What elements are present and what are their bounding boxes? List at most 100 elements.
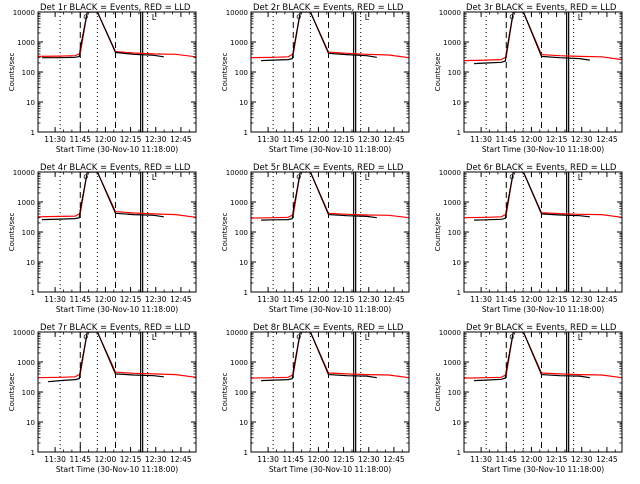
series-group — [251, 12, 409, 62]
events-series-line — [42, 12, 164, 59]
y-tick-label: 1000 — [230, 39, 248, 47]
x-axis-label: Start Time (30-Nov-10 11:18:00) — [482, 305, 604, 314]
x-tick-label: 12:00 — [521, 455, 543, 464]
y-tick-label: 100 — [448, 229, 461, 237]
x-axis-label: Start Time (30-Nov-10 11:18:00) — [56, 465, 178, 474]
events-series-line — [261, 172, 377, 221]
y-axis-label: Counts/sec — [8, 53, 16, 92]
chart-title: Det 8r BLACK = Events, RED = LLD — [253, 323, 404, 333]
plot-frame — [463, 171, 623, 293]
x-tick-label: 12:15 — [546, 295, 568, 304]
circle-marker-symbol: o — [509, 12, 514, 21]
plot-frame — [37, 331, 197, 453]
events-series-line — [48, 332, 164, 383]
y-tick-label: 1 — [457, 129, 461, 137]
y-tick-label: 1 — [31, 289, 35, 297]
chart-title: Det 2r BLACK = Events, RED = LLD — [253, 3, 404, 13]
bracket-marker-symbol: L — [578, 173, 583, 182]
chart-title: Det 1r BLACK = Events, RED = LLD — [40, 3, 191, 13]
x-tick-label: 12:45 — [170, 135, 192, 144]
x-tick-label: 12:45 — [383, 295, 405, 304]
series-group — [251, 332, 409, 382]
x-tick-label: 11:30 — [470, 295, 492, 304]
y-tick-label: 10000 — [439, 9, 461, 17]
y-tick-label: 10000 — [439, 169, 461, 177]
x-tick-label: 12:45 — [383, 455, 405, 464]
y-tick-label: 10 — [452, 99, 461, 107]
x-tick-label: 12:30 — [571, 295, 593, 304]
lld-series-line — [38, 172, 196, 218]
x-axis-label: Start Time (30-Nov-10 11:18:00) — [482, 465, 604, 474]
x-tick-label: 12:30 — [571, 455, 593, 464]
x-axis-label: Start Time (30-Nov-10 11:18:00) — [56, 305, 178, 314]
x-axis-label: Start Time (30-Nov-10 11:18:00) — [56, 145, 178, 154]
y-tick-label: 100 — [235, 69, 248, 77]
x-tick-label: 12:30 — [571, 135, 593, 144]
y-tick-label: 10 — [239, 99, 248, 107]
y-axis-label: Counts/sec — [8, 213, 16, 252]
y-tick-label: 1000 — [443, 359, 461, 367]
y-axis-label: Counts/sec — [434, 213, 442, 252]
x-tick-label: 12:45 — [170, 455, 192, 464]
plot-frame — [250, 331, 410, 453]
y-tick-label: 10000 — [226, 169, 248, 177]
x-tick-label: 11:30 — [257, 455, 279, 464]
bracket-marker-symbol: L — [365, 333, 370, 342]
chart-det-5: Det 5r BLACK = Events, RED = LLD 1 10 100 10… — [221, 163, 410, 314]
x-tick-label: 12:15 — [120, 135, 142, 144]
x-tick-label: 12:30 — [145, 455, 167, 464]
y-axis-label: Counts/sec — [221, 373, 229, 412]
series-group — [38, 12, 196, 59]
y-tick-label: 1 — [244, 129, 248, 137]
lld-series-line — [38, 332, 196, 379]
chart-title: Det 9r BLACK = Events, RED = LLD — [466, 323, 617, 333]
plot-frame — [463, 11, 623, 133]
y-tick-label: 1000 — [17, 359, 35, 367]
y-tick-label: 100 — [448, 389, 461, 397]
y-axis-label: Counts/sec — [434, 373, 442, 412]
circle-marker-symbol: o — [509, 172, 514, 181]
x-tick-label: 11:45 — [282, 135, 304, 144]
x-tick-label: 12:45 — [170, 295, 192, 304]
x-axis-label: Start Time (30-Nov-10 11:18:00) — [269, 305, 391, 314]
x-tick-label: 11:45 — [282, 295, 304, 304]
y-tick-label: 10000 — [226, 329, 248, 337]
lld-series-line — [251, 12, 409, 59]
lld-series-line — [38, 12, 196, 58]
y-tick-label: 10000 — [13, 169, 35, 177]
lld-series-line — [251, 172, 409, 219]
y-axis-label: Counts/sec — [221, 53, 229, 92]
events-series-line — [474, 12, 590, 65]
bracket-marker-symbol: L — [152, 173, 157, 182]
chart-title: Det 7r BLACK = Events, RED = LLD — [40, 323, 191, 333]
x-tick-label: 11:30 — [257, 135, 279, 144]
circle-marker-symbol: o — [83, 12, 88, 21]
x-tick-label: 12:15 — [333, 135, 355, 144]
plot-frame — [463, 331, 623, 453]
y-tick-label: 1000 — [17, 199, 35, 207]
x-tick-label: 12:00 — [308, 455, 330, 464]
x-tick-label: 11:45 — [69, 455, 91, 464]
chart-det-1: Det 1r BLACK = Events, RED = LLD 1 10 100 10… — [8, 3, 197, 154]
bracket-marker-symbol: L — [152, 333, 157, 342]
x-tick-label: 11:30 — [44, 295, 66, 304]
x-tick-label: 12:00 — [521, 135, 543, 144]
y-tick-label: 10 — [26, 259, 35, 267]
x-axis-label: Start Time (30-Nov-10 11:18:00) — [269, 145, 391, 154]
x-tick-label: 11:30 — [257, 295, 279, 304]
y-tick-label: 1000 — [17, 39, 35, 47]
series-group — [464, 172, 622, 221]
series-group — [38, 172, 196, 221]
bracket-marker-symbol: L — [365, 173, 370, 182]
y-tick-label: 1000 — [443, 39, 461, 47]
x-tick-label: 11:45 — [69, 295, 91, 304]
y-tick-label: 1 — [457, 449, 461, 457]
x-tick-label: 11:30 — [44, 135, 66, 144]
x-tick-label: 11:45 — [69, 135, 91, 144]
bracket-marker-symbol: L — [578, 333, 583, 342]
y-tick-label: 10000 — [13, 9, 35, 17]
circle-marker-symbol: o — [83, 332, 88, 341]
x-tick-label: 11:30 — [470, 455, 492, 464]
y-tick-label: 1 — [244, 289, 248, 297]
